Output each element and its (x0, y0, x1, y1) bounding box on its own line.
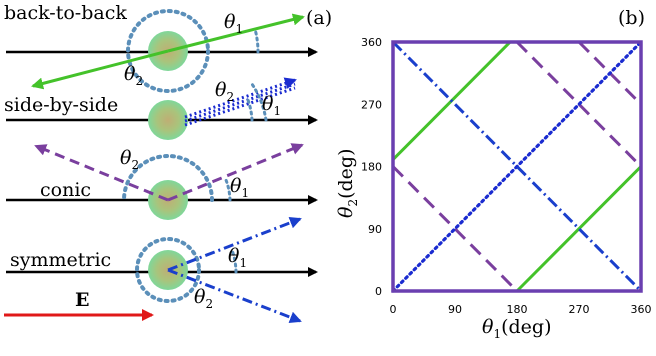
fragment-arrow-green (167, 13, 305, 53)
fragment-arrow-green-opposite (31, 49, 169, 90)
theta2-label: θ2 (215, 79, 234, 104)
panel-b: (b) 0 90 180 270 360 0 90 180 270 360 θ1(deg) θ2… (335, 7, 652, 341)
y-tick-label: 360 (361, 36, 382, 49)
series-dotted-segment-0 (391, 40, 643, 293)
plot-lines (391, 40, 643, 293)
fragment-arrow-blue-dotted (184, 82, 296, 123)
theta2-arc-dotted (122, 154, 214, 202)
x-tick-label: 90 (448, 303, 462, 316)
panel-b-tag: (b) (618, 7, 645, 29)
theta2-label: θ2 (124, 63, 143, 88)
fragment-arrow-blue-dotted (184, 86, 296, 127)
series-dashed-segment-0 (515, 40, 643, 168)
row-symmetric: symmetric θ1 θ2 (6, 217, 318, 323)
series-dashed-segment-1 (391, 165, 519, 293)
angle-circle-dotted (126, 9, 210, 93)
nucleus-sphere (148, 100, 188, 140)
theta1-arc (224, 178, 232, 202)
y-tick-label: 270 (361, 98, 382, 111)
fragment-arrow-dashdot (167, 217, 302, 272)
y-axis-label: θ2(deg) (335, 149, 360, 219)
row-back-to-back: back-to-back θ1 θ2 (4, 2, 318, 93)
row-label-side-by-side: side-by-side (4, 94, 118, 116)
theta2-arc (250, 82, 268, 122)
theta1-label: θ1 (230, 175, 249, 200)
fragment-arrow-purple-dashed (167, 143, 304, 202)
row-label-symmetric: symmetric (10, 249, 111, 271)
series-dash-dot-segment-0 (391, 40, 643, 293)
angle-circle-dotted (135, 237, 201, 303)
theta1-arc (230, 248, 238, 274)
fragment-arrow-dashdot (167, 268, 302, 323)
x-tick-label: 270 (569, 303, 590, 316)
series-dashed-segment-2 (577, 40, 643, 106)
theta1-arc (253, 27, 260, 54)
row-label-conic: conic (40, 179, 91, 201)
theta1-label: θ1 (262, 93, 281, 118)
x-tick-label: 0 (390, 303, 397, 316)
row-label-back-to-back: back-to-back (4, 2, 127, 24)
theta2-label: θ2 (120, 147, 139, 172)
y-tick-label: 0 (375, 285, 382, 298)
theta2-label: θ2 (194, 286, 213, 311)
y-tick-label: 180 (361, 161, 382, 174)
panel-a: (a) back-to-back θ1 θ2 side-by-side θ1 θ… (4, 2, 332, 323)
theta1-label: θ1 (228, 245, 247, 270)
fragment-arrow-purple-dashed (34, 144, 169, 202)
y-tick-label: 90 (368, 223, 382, 236)
panel-a-tag: (a) (306, 7, 332, 29)
x-tick-label: 180 (507, 303, 528, 316)
fragment-arrow-blue-dotted (184, 77, 297, 119)
theta1-arc (246, 98, 254, 122)
x-tick-label: 360 (631, 303, 652, 316)
y-ticks: 0 90 180 270 360 (361, 36, 382, 298)
x-ticks: 0 90 180 270 360 (390, 303, 652, 316)
field-arrow-group: E (4, 289, 154, 321)
theta1-label: θ1 (224, 11, 243, 36)
field-label: E (75, 289, 89, 311)
row-side-by-side: side-by-side θ1 θ2 (4, 77, 318, 140)
x-axis-label: θ1(deg) (482, 316, 552, 341)
row-conic: conic θ1 θ2 (6, 143, 318, 220)
plot-frame (391, 40, 643, 293)
series-solid-segment-1 (515, 165, 643, 293)
